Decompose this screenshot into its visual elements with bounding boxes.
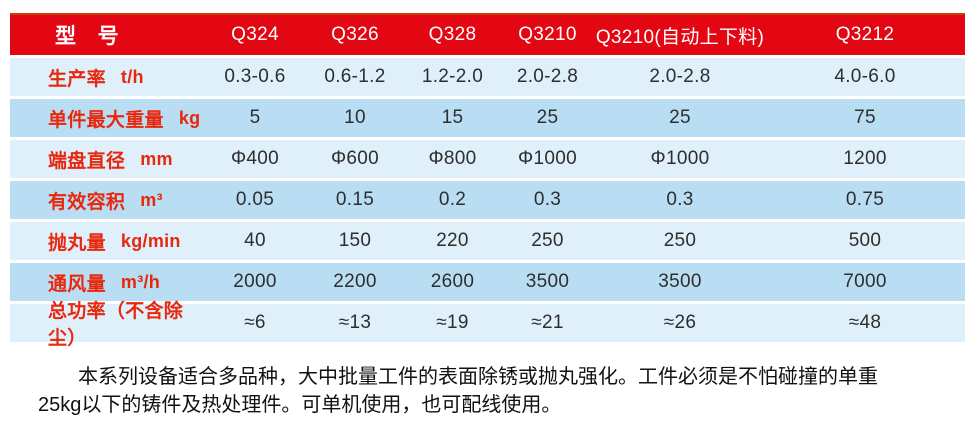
table-header-row: 型 号 Q324 Q326 Q328 Q3210 Q3210(自动上下料) Q3…: [10, 13, 965, 55]
description-paragraph: 本系列设备适合多品种，大中批量工件的表面除锈或抛丸强化。工件必须是不怕碰撞的单重…: [38, 363, 944, 419]
row-label-text: 有效容积: [48, 191, 126, 213]
table-cell: 0.2: [438, 189, 467, 210]
table-cell: 0.3-0.6: [224, 66, 286, 87]
table-cell: 0.15: [335, 189, 375, 210]
table-cell: 250: [663, 230, 697, 251]
table-row-ventilation: 通风量 m³/h 2000 2200 2600 3500 3500 7000: [10, 263, 965, 301]
table-cell: Φ1000: [518, 148, 577, 169]
row-label-text: 抛丸量: [48, 232, 106, 254]
row-unit-text: kg: [178, 107, 201, 128]
table-cell: 2.0-2.8: [649, 66, 711, 87]
table-cell: 3500: [658, 271, 702, 292]
header-model-q324: Q324: [231, 24, 279, 45]
header-model-q326: Q326: [331, 24, 379, 45]
table-cell: 3500: [525, 271, 570, 292]
row-label: 单件最大重量 kg: [10, 99, 205, 137]
table-cell: ≈48: [848, 312, 882, 333]
spec-table: 型 号 Q324 Q326 Q328 Q3210 Q3210(自动上下料) Q3…: [10, 13, 965, 349]
row-label-text: 端盘直径: [48, 150, 126, 172]
row-label: 生产率 t/h: [10, 58, 205, 96]
table-cell: Φ400: [230, 148, 280, 169]
table-row-effective-volume: 有效容积 m³ 0.05 0.15 0.2 0.3 0.3 0.75: [10, 181, 965, 219]
table-cell: 10: [344, 107, 366, 128]
table-row-max-piece-weight: 单件最大重量 kg 5 10 15 25 25 75: [10, 99, 965, 137]
table-cell: 250: [531, 230, 564, 251]
header-model-q3212: Q3212: [835, 24, 895, 45]
table-cell: 0.75: [845, 189, 885, 210]
table-cell: Φ1000: [650, 148, 710, 169]
table-cell: 75: [854, 107, 876, 128]
header-model-q3210: Q3210: [518, 24, 577, 45]
table-cell: 0.05: [235, 189, 275, 210]
row-label-text: 单件最大重量: [48, 109, 164, 131]
table-cell: 4.0-6.0: [834, 66, 896, 87]
header-model-q3210-auto: Q3210(自动上下料): [595, 26, 765, 48]
table-cell: 25: [669, 107, 691, 128]
table-cell: ≈21: [531, 312, 564, 333]
table-cell: 5: [249, 107, 261, 128]
table-cell: ≈19: [436, 312, 469, 333]
table-cell: 0.3: [666, 189, 694, 210]
table-cell: 1.2-2.0: [421, 66, 484, 87]
row-label: 总功率（不含除尘）: [10, 301, 205, 349]
table-cell: Φ600: [330, 148, 380, 169]
table-row-total-power: 总功率（不含除尘） ≈6 ≈13 ≈19 ≈21 ≈26 ≈48: [10, 301, 965, 349]
table-cell: 2.0-2.8: [516, 66, 579, 87]
table-cell: 2600: [430, 271, 475, 292]
table-cell: 2000: [233, 271, 277, 292]
row-unit-text: kg/min: [120, 230, 181, 251]
table-row-production-rate: 生产率 t/h 0.3-0.6 0.6-1.2 1.2-2.0 2.0-2.8 …: [10, 58, 965, 96]
table-cell: ≈26: [663, 312, 697, 333]
table-cell: 0.3: [533, 189, 562, 210]
row-label-text: 生产率: [48, 68, 106, 90]
row-unit-text: t/h: [120, 66, 144, 87]
table-cell: 40: [244, 230, 266, 251]
description-line-1: 本系列设备适合多品种，大中批量工件的表面除锈或抛丸强化。工件必须是不怕碰撞的单重: [78, 366, 878, 388]
table-row-shot-flow: 抛丸量 kg/min 40 150 220 250 250 500: [10, 222, 965, 260]
table-cell: Φ800: [428, 148, 477, 169]
row-unit-text: m³: [140, 189, 163, 210]
row-label: 通风量 m³/h: [10, 263, 205, 301]
table-cell: 2200: [333, 271, 377, 292]
row-label: 有效容积 m³: [10, 181, 205, 219]
table-cell: 7000: [843, 271, 887, 292]
table-cell: 150: [338, 230, 372, 251]
table-cell: 0.6-1.2: [324, 66, 386, 87]
row-label: 抛丸量 kg/min: [10, 222, 205, 260]
table-cell: ≈13: [338, 312, 372, 333]
table-cell: ≈6: [244, 312, 266, 333]
table-cell: 1200: [843, 148, 887, 169]
header-model-q328: Q328: [428, 24, 477, 45]
description-line-2: 25kg以下的铸件及热处理件。可单机使用，也可配线使用。: [38, 394, 562, 416]
table-cell: 25: [536, 107, 559, 128]
table-row-end-disk-diameter: 端盘直径 mm Φ400 Φ600 Φ800 Φ1000 Φ1000 1200: [10, 140, 965, 178]
header-model-label: 型 号: [55, 25, 119, 48]
row-unit-text: mm: [140, 148, 173, 169]
row-label-text: 总功率（不含除尘）: [48, 301, 184, 349]
table-cell: 500: [848, 230, 882, 251]
row-label: 端盘直径 mm: [10, 140, 205, 178]
row-unit-text: m³/h: [120, 271, 161, 292]
row-label-text: 通风量: [48, 273, 106, 295]
table-cell: 220: [436, 230, 469, 251]
table-cell: 15: [441, 107, 464, 128]
